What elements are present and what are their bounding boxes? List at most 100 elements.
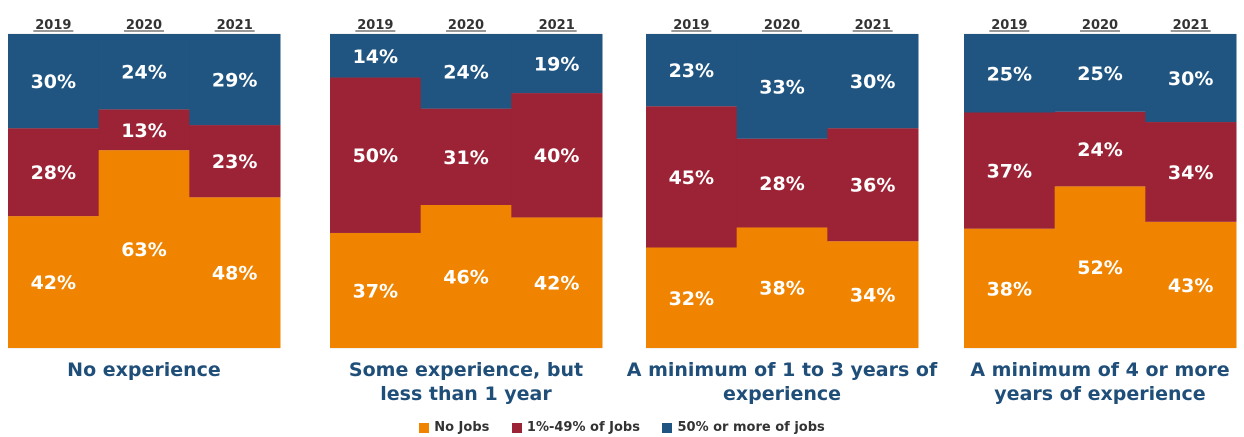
data-label-no-jobs: 52% <box>1077 257 1122 279</box>
data-label-50-or-more-of-jobs: 25% <box>1077 63 1122 85</box>
bar-segment-50-or-more-of-jobs <box>330 34 422 78</box>
data-label-1-49-of-jobs: 50% <box>353 145 398 167</box>
bar-segment-no-jobs <box>1054 186 1146 348</box>
bar-segment-no-jobs <box>511 217 603 348</box>
bar-segment-no-jobs <box>1145 221 1237 348</box>
bar-segment-no-jobs <box>646 247 738 348</box>
bar-segment-no-jobs <box>330 232 422 348</box>
data-label-1-49-of-jobs: 13% <box>121 120 166 142</box>
year-label: 2021 <box>855 18 891 33</box>
data-label-1-49-of-jobs: 31% <box>443 147 488 169</box>
bar-segment-1-49-of-jobs <box>1145 122 1237 222</box>
data-label-50-or-more-of-jobs: 30% <box>850 71 895 93</box>
data-label-1-49-of-jobs: 40% <box>534 145 579 167</box>
data-label-no-jobs: 43% <box>1168 275 1213 297</box>
data-label-50-or-more-of-jobs: 14% <box>353 46 398 68</box>
data-label-no-jobs: 63% <box>121 239 166 261</box>
bar-segment-50-or-more-of-jobs <box>827 34 919 129</box>
year-label: 2020 <box>126 18 162 33</box>
year-label: 2021 <box>1173 18 1209 33</box>
bar-segment-50-or-more-of-jobs <box>511 34 603 94</box>
bar-segment-50-or-more-of-jobs <box>420 34 512 109</box>
data-label-50-or-more-of-jobs: 29% <box>212 70 257 92</box>
data-label-50-or-more-of-jobs: 23% <box>669 60 714 82</box>
legend-label-50-plus-jobs: 50% or more of jobs <box>677 420 825 435</box>
legend-item-no-jobs: No Jobs <box>419 420 489 435</box>
legend-swatch-50-plus-jobs <box>662 422 673 433</box>
year-label: 2020 <box>1082 18 1118 33</box>
data-label-no-jobs: 38% <box>759 278 804 300</box>
panel-title: years of experience <box>994 383 1205 405</box>
bar-segment-1-49-of-jobs <box>8 128 100 217</box>
year-label: 2019 <box>35 18 71 33</box>
legend: No Jobs 1%-49% of Jobs 50% or more of jo… <box>0 420 1244 437</box>
data-label-1-49-of-jobs: 23% <box>212 151 257 173</box>
bar-segment-no-jobs <box>98 150 190 348</box>
data-label-50-or-more-of-jobs: 24% <box>121 62 166 84</box>
year-label: 2020 <box>448 18 484 33</box>
legend-item-1-49-jobs: 1%-49% of Jobs <box>511 420 640 435</box>
legend-swatch-no-jobs <box>419 422 430 433</box>
legend-swatch-1-49-jobs <box>511 422 522 433</box>
panel-title: A minimum of 4 or more <box>970 359 1229 381</box>
legend-label-no-jobs: No Jobs <box>434 420 490 435</box>
bar-segment-1-49-of-jobs <box>189 125 281 198</box>
bar-segment-50-or-more-of-jobs <box>1145 34 1237 123</box>
bar-segment-1-49-of-jobs <box>1054 111 1146 187</box>
panel-title: A minimum of 1 to 3 years of <box>627 359 938 381</box>
data-label-50-or-more-of-jobs: 30% <box>1168 68 1213 90</box>
bar-segment-50-or-more-of-jobs <box>98 34 190 110</box>
data-label-1-49-of-jobs: 45% <box>669 167 714 189</box>
data-label-50-or-more-of-jobs: 19% <box>534 54 579 76</box>
bar-segment-50-or-more-of-jobs <box>736 34 828 139</box>
panel-title: Some experience, but <box>349 359 583 381</box>
data-label-1-49-of-jobs: 34% <box>1168 162 1213 184</box>
legend-label-1-49-jobs: 1%-49% of Jobs <box>526 420 640 435</box>
year-label: 2019 <box>673 18 709 33</box>
panel-title: No experience <box>67 359 221 381</box>
data-label-50-or-more-of-jobs: 25% <box>987 63 1032 85</box>
data-label-50-or-more-of-jobs: 33% <box>759 76 804 98</box>
data-label-no-jobs: 32% <box>669 288 714 310</box>
data-label-no-jobs: 48% <box>212 263 257 285</box>
bar-segment-1-49-of-jobs <box>736 138 828 228</box>
data-label-no-jobs: 38% <box>987 278 1032 300</box>
year-label: 2019 <box>357 18 393 33</box>
data-label-1-49-of-jobs: 24% <box>1077 139 1122 161</box>
bar-segment-50-or-more-of-jobs <box>646 34 738 107</box>
bar-segment-1-49-of-jobs <box>511 93 603 218</box>
year-label: 2020 <box>764 18 800 33</box>
data-label-no-jobs: 34% <box>850 285 895 307</box>
bar-segment-no-jobs <box>964 228 1056 348</box>
bar-segment-50-or-more-of-jobs <box>1054 34 1146 112</box>
data-label-1-49-of-jobs: 37% <box>987 161 1032 183</box>
data-label-no-jobs: 37% <box>353 280 398 302</box>
bar-segment-no-jobs <box>189 197 281 348</box>
bar-segment-1-49-of-jobs <box>827 128 919 242</box>
year-label: 2021 <box>539 18 575 33</box>
bar-segment-1-49-of-jobs <box>964 112 1056 229</box>
data-label-no-jobs: 42% <box>31 272 76 294</box>
legend-item-50-plus-jobs: 50% or more of jobs <box>662 420 825 435</box>
data-label-no-jobs: 42% <box>534 273 579 295</box>
bar-segment-50-or-more-of-jobs <box>964 34 1056 113</box>
year-label: 2021 <box>217 18 253 33</box>
data-label-1-49-of-jobs: 36% <box>850 175 895 197</box>
bar-segment-50-or-more-of-jobs <box>189 34 281 126</box>
data-label-no-jobs: 46% <box>443 266 488 288</box>
panel-title: less than 1 year <box>380 383 552 405</box>
data-label-1-49-of-jobs: 28% <box>31 162 76 184</box>
bar-segment-50-or-more-of-jobs <box>8 34 100 129</box>
bar-segment-1-49-of-jobs <box>646 106 738 248</box>
bar-segment-no-jobs <box>736 227 828 348</box>
panel-title: experience <box>723 383 841 405</box>
bar-segment-no-jobs <box>827 241 919 348</box>
year-label: 2019 <box>991 18 1027 33</box>
bar-segment-no-jobs <box>8 216 100 348</box>
bar-segment-1-49-of-jobs <box>330 77 422 233</box>
bar-segment-no-jobs <box>420 204 512 348</box>
data-label-1-49-of-jobs: 28% <box>759 173 804 195</box>
data-label-50-or-more-of-jobs: 24% <box>443 61 488 83</box>
data-label-50-or-more-of-jobs: 30% <box>31 71 76 93</box>
